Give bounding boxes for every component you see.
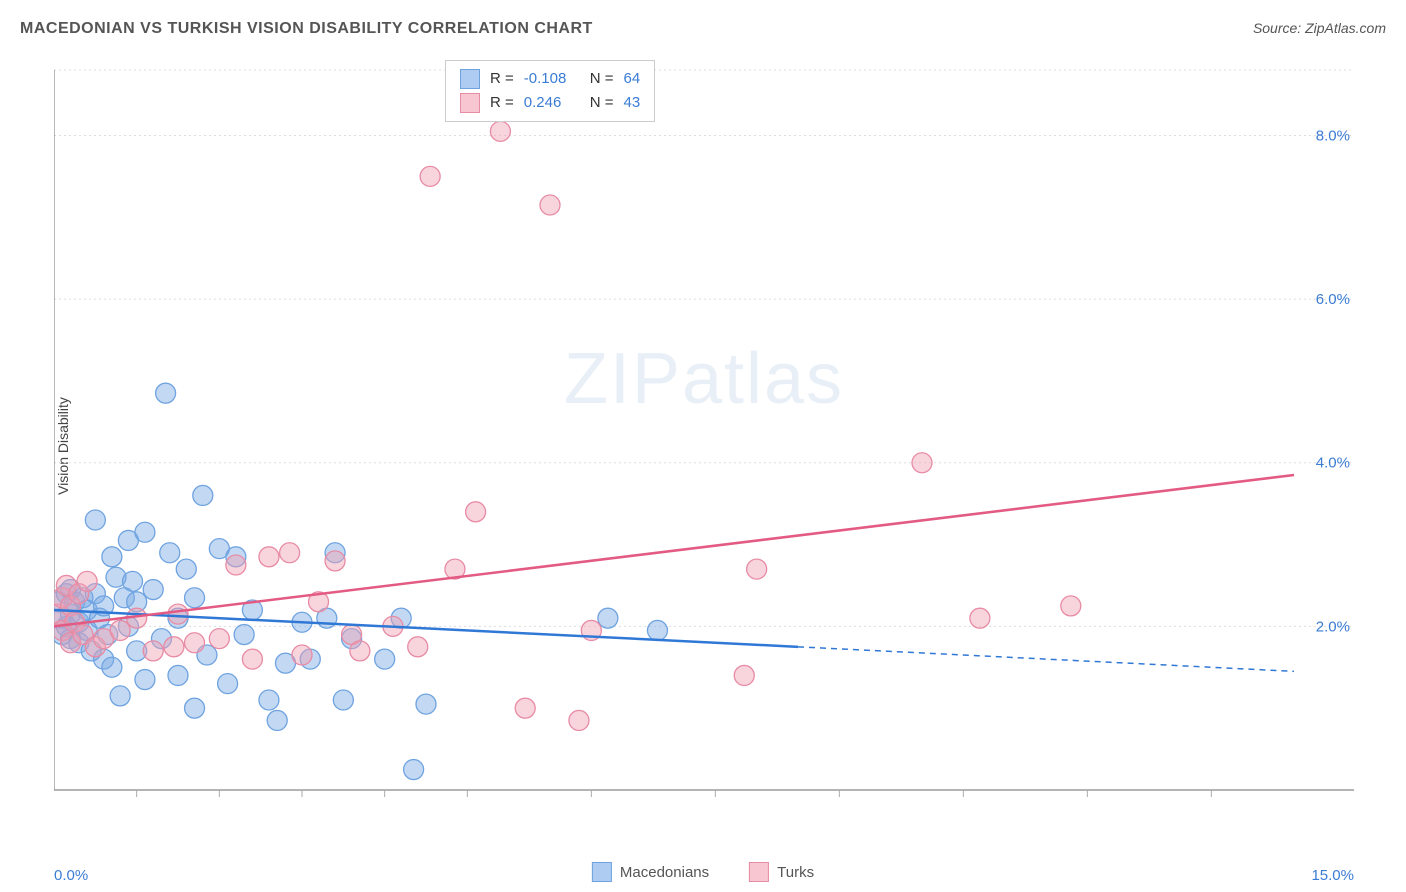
- n-label: N =: [590, 91, 614, 115]
- series-swatch: [460, 69, 480, 89]
- series-swatch: [460, 93, 480, 113]
- chart-plot-area: 2.0%4.0%6.0%8.0% ZIPatlas: [54, 60, 1354, 820]
- correlation-stat-box: R = -0.108 N = 64 R = 0.246 N = 43: [445, 60, 655, 122]
- n-value: 64: [624, 67, 641, 91]
- legend-item: Turks: [749, 862, 814, 882]
- source-label: Source: ZipAtlas.com: [1253, 20, 1386, 36]
- r-value: 0.246: [524, 91, 580, 115]
- r-value: -0.108: [524, 67, 580, 91]
- r-label: R =: [490, 91, 514, 115]
- r-label: R =: [490, 67, 514, 91]
- chart-title: MACEDONIAN VS TURKISH VISION DISABILITY …: [20, 20, 593, 37]
- svg-text:4.0%: 4.0%: [1316, 455, 1350, 472]
- stat-row: R = -0.108 N = 64: [460, 67, 640, 91]
- legend-swatch: [749, 862, 769, 882]
- legend-swatch: [592, 862, 612, 882]
- svg-text:8.0%: 8.0%: [1316, 127, 1350, 144]
- legend-label: Turks: [777, 864, 814, 881]
- legend-item: Macedonians: [592, 862, 709, 882]
- x-axis-min-label: 0.0%: [54, 867, 88, 884]
- scatter-chart-svg: 2.0% 4.0% 6.0% 8.0%: [54, 60, 1354, 820]
- svg-text:2.0%: 2.0%: [1316, 618, 1350, 635]
- legend-label: Macedonians: [620, 864, 709, 881]
- x-axis-max-label: 15.0%: [1311, 867, 1354, 884]
- svg-text:6.0%: 6.0%: [1316, 291, 1350, 308]
- bottom-legend: Macedonians Turks: [592, 862, 814, 882]
- n-label: N =: [590, 67, 614, 91]
- n-value: 43: [624, 91, 641, 115]
- stat-row: R = 0.246 N = 43: [460, 91, 640, 115]
